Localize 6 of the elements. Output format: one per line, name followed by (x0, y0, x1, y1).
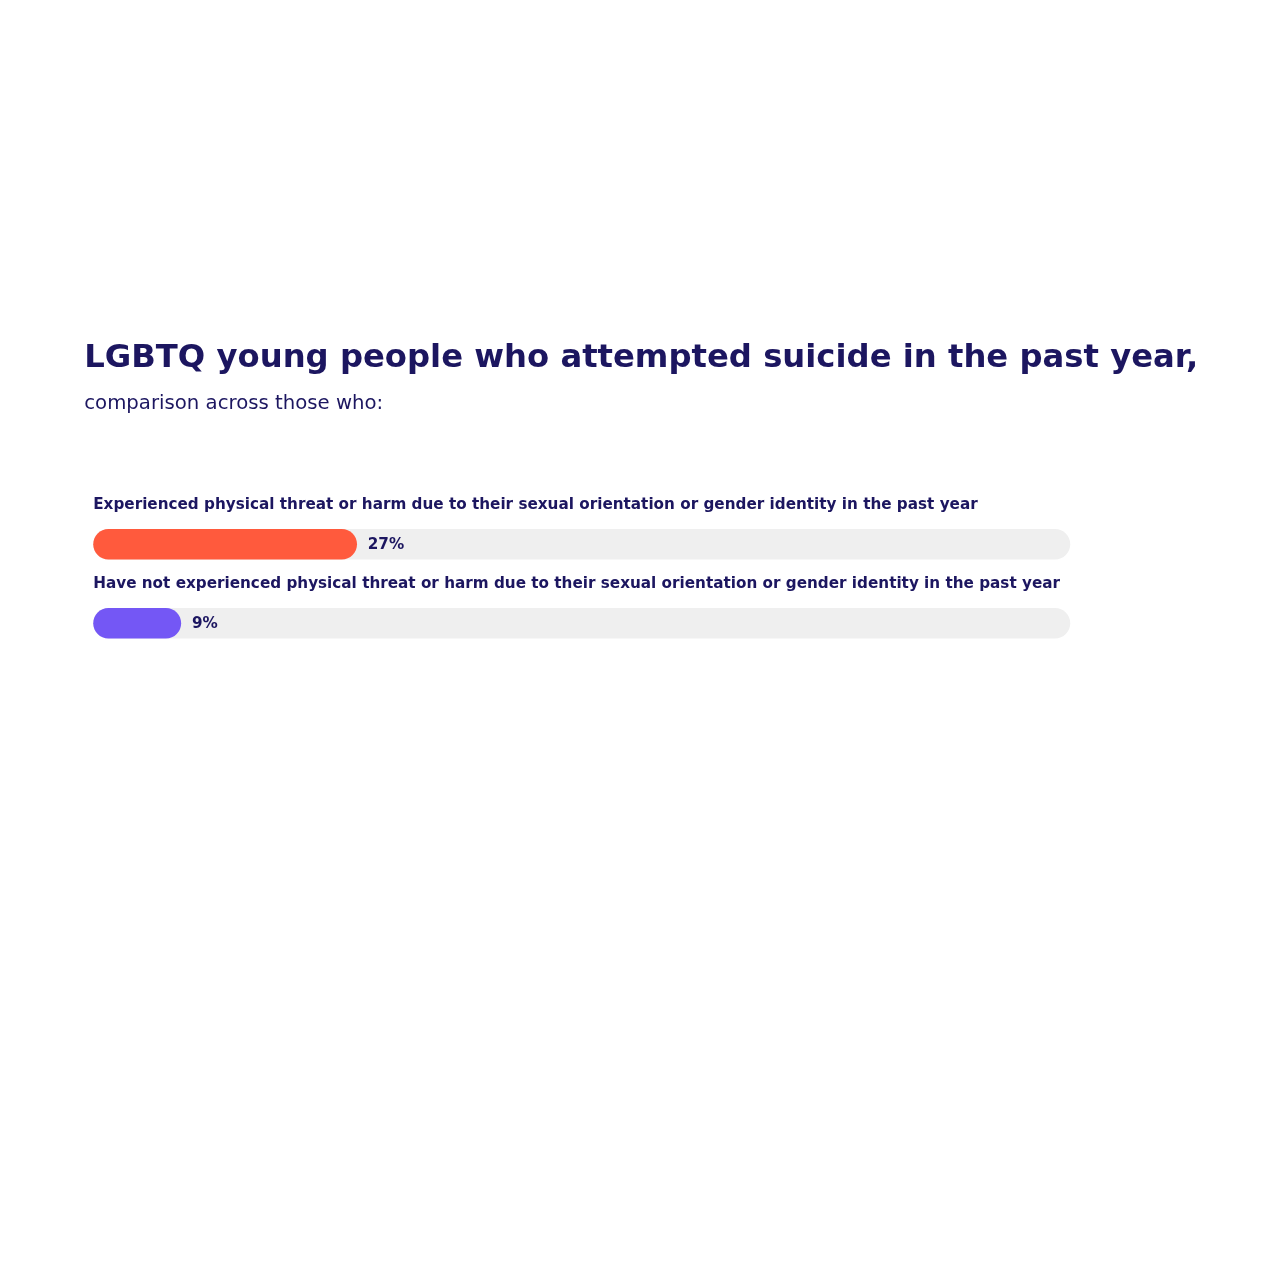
y-tick-label: Experienced physical threat or harm due to their sexual orientation or gender identity in the past year (93, 495, 979, 514)
chart-subtitle: comparison across those who: (84, 391, 384, 414)
y-tick-label: Have not experienced physical threat or harm due to their sexual orientation or gender identity in the past year (93, 574, 1061, 593)
data-label: 9% (191, 613, 218, 632)
data-label: 27% (367, 534, 405, 553)
chart-title: LGBTQ young people who attempted suicide in the past year, (84, 336, 1199, 375)
